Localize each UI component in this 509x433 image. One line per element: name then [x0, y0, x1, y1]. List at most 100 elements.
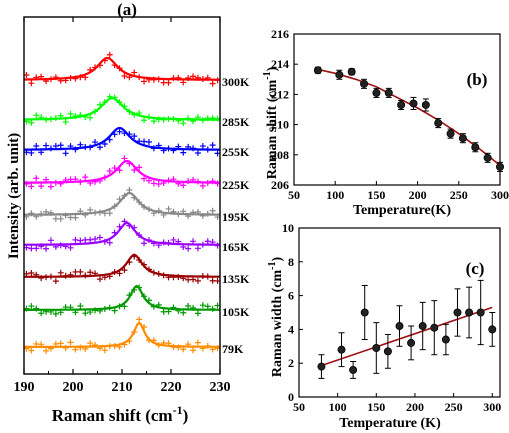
spectrum-point-285K: [160, 116, 167, 123]
panel-c-y-tick-label: 2: [288, 356, 294, 370]
panel-c-y-tick-label: 8: [288, 255, 294, 269]
spectrum-point-135K: [62, 272, 69, 279]
panel-c-data-point: [476, 308, 485, 317]
panel-c-plot: 50 100 150 200 250 300 0 2 4 6 8 10: [282, 221, 501, 414]
spectrum-point-300K: [106, 51, 113, 58]
spectrum-point-165K: [155, 242, 162, 249]
panel-a-x-axis-label-main: Raman shift (cm: [52, 406, 173, 425]
spectrum-point-135K: [155, 270, 162, 277]
spectrum-point-135K: [77, 268, 84, 275]
spectrum-point-135K: [175, 274, 182, 281]
spectrum-point-135K: [96, 276, 103, 283]
spectrum-point-79K: [116, 343, 123, 350]
spectrum-point-165K: [47, 237, 54, 244]
spectrum-point-165K: [209, 239, 216, 246]
spectrum-point-225K: [209, 178, 216, 185]
spectrum-point-225K: [185, 178, 192, 185]
spectrum-curve-105K: [24, 284, 220, 311]
spectrum-point-165K: [87, 236, 94, 243]
spectrum-point-165K: [92, 236, 99, 243]
series-label-135K: 135K: [222, 272, 250, 286]
spectrum-point-195K: [77, 208, 84, 215]
spectrum-point-195K: [106, 210, 113, 217]
spectrum-point-165K: [62, 243, 69, 250]
panel-c-x-tick-label: 150: [367, 400, 385, 414]
panel-c-label: (c): [466, 259, 485, 278]
spectrum-point-79K: [204, 342, 211, 349]
spectrum-point-105K: [126, 292, 133, 299]
spectrum-point-79K: [28, 347, 35, 354]
x-tick-label-220: 220: [161, 380, 182, 395]
spectrum-point-135K: [145, 266, 152, 273]
spectrum-point-135K: [131, 253, 138, 260]
spectrum-point-195K: [47, 209, 54, 216]
spectrum-point-300K: [28, 80, 35, 87]
spectrum-point-105K: [121, 303, 128, 310]
spectrum-point-285K: [87, 114, 94, 121]
spectrum-point-79K: [87, 340, 94, 347]
panel-c-x-axis-label: Temperature (K): [339, 416, 441, 431]
spectrum-point-165K: [106, 239, 113, 246]
spectrum-point-135K: [87, 269, 94, 276]
spectrum-point-195K: [150, 210, 157, 217]
spectrum-point-285K: [43, 116, 50, 123]
spectrum-point-300K: [180, 79, 187, 86]
spectrum-point-195K: [180, 208, 187, 215]
panel-b-y-axis-label-close: ): [265, 66, 280, 71]
spectrum-point-225K: [28, 183, 35, 190]
spectrum-point-135K: [180, 275, 187, 282]
spectrum-point-255K: [57, 142, 64, 149]
spectrum-point-225K: [116, 167, 123, 174]
spectrum-point-195K: [43, 208, 50, 215]
spectrum-point-135K: [92, 270, 99, 277]
spectrum-point-135K: [204, 273, 211, 280]
spectrum-point-285K: [52, 115, 59, 122]
spectrum-point-165K: [33, 245, 40, 252]
spectrum-point-105K: [170, 304, 177, 311]
spectrum-point-135K: [28, 270, 35, 277]
spectrum-point-225K: [145, 177, 152, 184]
spectrum-point-255K: [199, 143, 206, 150]
spectrum-point-255K: [160, 147, 167, 154]
spectrum-point-225K: [136, 164, 143, 171]
spectrum-point-225K: [96, 177, 103, 184]
spectrum-point-165K: [131, 224, 138, 231]
panel-b-data-point: [397, 100, 406, 109]
spectrum-point-165K: [77, 237, 84, 244]
panel-a-x-axis-label-sup: -1: [173, 403, 183, 417]
spectrum-point-165K: [190, 238, 197, 245]
spectrum-point-225K: [106, 167, 113, 174]
spectrum-point-285K: [72, 113, 79, 120]
spectrum-point-105K: [52, 310, 59, 317]
panel-b-data-point: [434, 119, 443, 128]
spectrum-point-300K: [175, 74, 182, 81]
spectrum-point-255K: [145, 139, 152, 146]
spectrum-point-285K: [145, 113, 152, 120]
panel-b-x-tick-label: 250: [450, 188, 468, 202]
spectrum-point-135K: [82, 272, 89, 279]
spectrum-point-79K: [185, 341, 192, 348]
panel-b-y-tick-label: 212: [271, 87, 289, 101]
panel-b-y-axis-label: Raman shift (cm-1): [262, 66, 280, 179]
spectrum-point-79K: [82, 345, 89, 352]
panel-b-data-point: [313, 66, 322, 75]
spectrum-point-135K: [126, 259, 133, 266]
spectrum-point-165K: [194, 245, 201, 252]
spectrum-point-195K: [33, 213, 40, 220]
spectrum-point-105K: [67, 304, 74, 311]
spectrum-point-165K: [52, 243, 59, 250]
spectrum-point-79K: [165, 340, 172, 347]
spectrum-point-300K: [62, 77, 69, 84]
panel-b-data-point: [384, 88, 393, 97]
spectrum-point-165K: [96, 234, 103, 241]
spectrum-point-135K: [33, 271, 40, 278]
spectrum-point-105K: [28, 303, 35, 310]
spectrum-point-285K: [185, 115, 192, 122]
spectrum-point-255K: [106, 136, 113, 143]
series-label-165K: 165K: [222, 240, 250, 254]
spectrum-point-79K: [38, 341, 45, 348]
spectrum-point-165K: [136, 232, 143, 239]
spectrum-point-300K: [92, 64, 99, 71]
spectrum-point-255K: [150, 145, 157, 152]
panel-c-y-axis-label-main: Raman width (cm: [270, 270, 285, 378]
